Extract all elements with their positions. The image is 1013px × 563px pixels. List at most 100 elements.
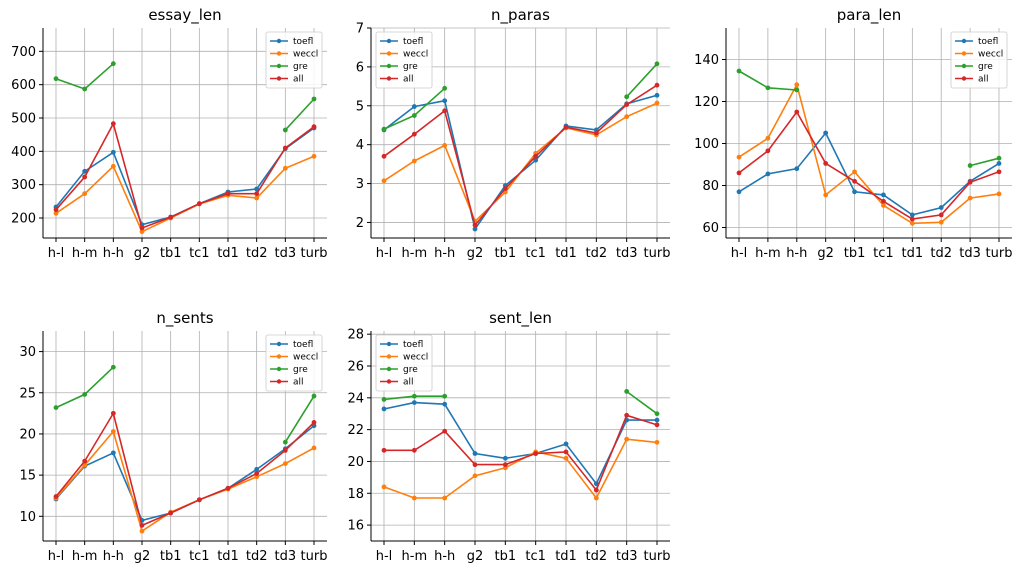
legend-label-weccl: weccl bbox=[293, 50, 318, 60]
x-tick-label: turb bbox=[644, 246, 671, 261]
data-point-all bbox=[765, 148, 771, 154]
data-point-weccl bbox=[442, 143, 448, 148]
data-point-weccl bbox=[139, 528, 145, 534]
data-point-all bbox=[624, 102, 630, 108]
series-line-all bbox=[55, 121, 315, 230]
data-point-weccl bbox=[881, 203, 886, 208]
data-point-toefl bbox=[533, 157, 539, 163]
x-tick-label: g2 bbox=[817, 246, 834, 261]
data-point-weccl bbox=[282, 461, 288, 466]
data-point-gre bbox=[381, 126, 387, 132]
legend-label-gre: gre bbox=[978, 62, 993, 72]
data-point-toefl bbox=[411, 104, 417, 109]
y-tick-label: 100 bbox=[694, 137, 719, 152]
legend-label-gre: gre bbox=[293, 62, 308, 72]
chart-panel-essay_len: 200 300 400 500 600 700 h-l h-m h-h g2 tb1 tc1 td1 td… bbox=[11, 6, 327, 261]
y-tick-label: 16 bbox=[347, 519, 364, 534]
x-tick-label: td1 bbox=[555, 246, 577, 261]
data-point-weccl bbox=[82, 462, 88, 468]
data-point-all bbox=[736, 170, 742, 176]
data-point-gre bbox=[311, 96, 317, 102]
legend-marker-weccl bbox=[386, 51, 392, 56]
x-tick-label: td1 bbox=[217, 549, 239, 563]
data-point-all bbox=[938, 212, 944, 218]
legend-marker-gre bbox=[386, 366, 392, 372]
data-point-weccl bbox=[794, 82, 800, 88]
legend-box bbox=[375, 334, 433, 392]
data-point-gre bbox=[53, 76, 59, 82]
series-line-weccl bbox=[55, 155, 315, 233]
data-point-gre bbox=[82, 392, 88, 397]
data-point-all bbox=[196, 201, 202, 207]
y-tick-label: 20 bbox=[19, 427, 36, 442]
legend-label-gre: gre bbox=[403, 365, 418, 375]
data-point-all bbox=[472, 462, 478, 468]
chart-title: n_paras bbox=[491, 6, 550, 25]
data-point-all bbox=[196, 497, 202, 503]
series-line-weccl bbox=[383, 102, 658, 223]
data-point-all bbox=[411, 447, 417, 453]
x-tick-label: tc1 bbox=[873, 246, 894, 261]
legend-label-toefl: toefl bbox=[403, 340, 423, 350]
y-tick-label: 2 bbox=[356, 216, 364, 231]
series-line-weccl bbox=[738, 82, 1000, 225]
y-tick-label: 24 bbox=[347, 391, 364, 406]
legend: toefl weccl gre all bbox=[265, 31, 323, 89]
data-point-toefl bbox=[472, 226, 478, 232]
data-point-toefl bbox=[938, 205, 944, 210]
data-point-gre bbox=[110, 364, 116, 370]
data-point-all bbox=[110, 121, 116, 127]
y-tick-label: 600 bbox=[11, 78, 36, 93]
data-point-gre bbox=[654, 411, 660, 417]
x-tick-label: td3 bbox=[275, 246, 297, 261]
data-point-all bbox=[168, 510, 174, 516]
chart-title: n_sents bbox=[156, 309, 213, 328]
y-tick-label: 200 bbox=[11, 212, 36, 227]
x-tick-label: h-l bbox=[376, 246, 393, 261]
data-point-weccl bbox=[381, 484, 387, 490]
x-tick-label: h-l bbox=[48, 549, 65, 563]
data-point-all bbox=[563, 449, 569, 455]
series-line-gre bbox=[284, 395, 315, 443]
data-point-weccl bbox=[654, 100, 660, 106]
x-tick-label: tb1 bbox=[495, 549, 517, 563]
data-point-gre bbox=[765, 85, 771, 91]
y-tick-label: 400 bbox=[11, 145, 36, 160]
y-tick-label: 300 bbox=[11, 178, 36, 193]
y-tick-label: 20 bbox=[347, 455, 364, 470]
legend-marker-weccl bbox=[276, 51, 282, 56]
legend-label-all: all bbox=[978, 75, 989, 85]
legend-marker-gre bbox=[386, 63, 392, 69]
legend-label-weccl: weccl bbox=[403, 50, 428, 60]
data-point-gre bbox=[82, 86, 88, 92]
data-point-all bbox=[225, 485, 231, 491]
data-point-weccl bbox=[624, 114, 630, 120]
x-tick-label: td2 bbox=[246, 549, 268, 563]
data-point-weccl bbox=[254, 195, 260, 201]
legend-marker-weccl bbox=[276, 354, 282, 359]
data-point-toefl bbox=[442, 401, 448, 407]
data-point-weccl bbox=[82, 191, 88, 197]
legend-marker-toefl bbox=[386, 38, 392, 44]
legend-label-all: all bbox=[293, 75, 304, 85]
data-point-gre bbox=[411, 113, 417, 118]
chart-panel-sent_len: 16 18 20 22 24 26 28 h-l h-m h-h g2 tb1 tc1 td1 td2 td3… bbox=[347, 309, 670, 563]
data-point-gre bbox=[967, 163, 973, 168]
data-point-weccl bbox=[765, 135, 771, 141]
data-point-toefl bbox=[996, 161, 1002, 166]
data-point-all bbox=[411, 131, 417, 137]
data-point-weccl bbox=[563, 455, 569, 461]
y-tick-label: 22 bbox=[347, 423, 364, 438]
x-tick-label: td3 bbox=[616, 246, 638, 261]
y-tick-label: 26 bbox=[347, 360, 364, 375]
data-point-all bbox=[110, 410, 116, 416]
x-tick-label: td2 bbox=[246, 246, 268, 261]
y-tick-label: 7 bbox=[356, 22, 364, 37]
data-point-all bbox=[996, 169, 1002, 175]
chart-title: essay_len bbox=[148, 6, 221, 25]
data-point-gre bbox=[282, 439, 288, 445]
data-point-all bbox=[254, 191, 260, 197]
data-point-all bbox=[654, 82, 660, 88]
data-point-gre bbox=[53, 405, 59, 410]
